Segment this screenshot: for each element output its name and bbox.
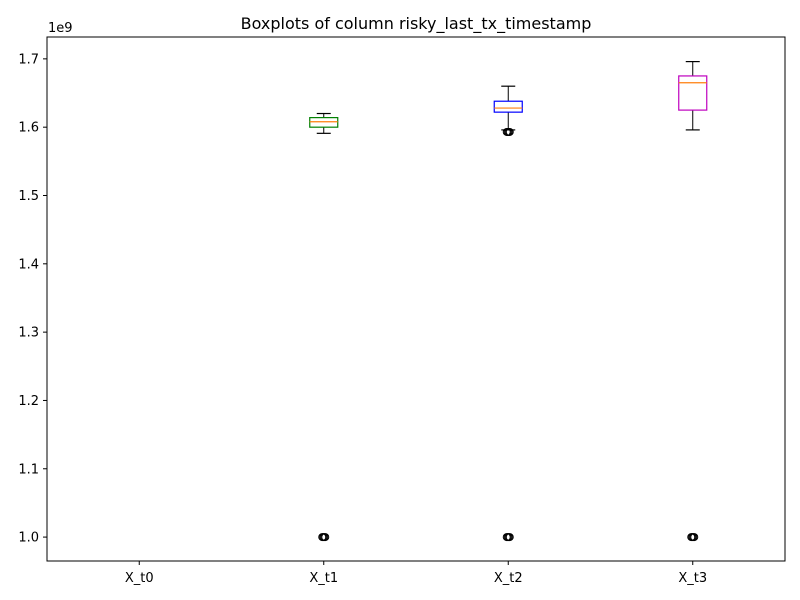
- y-tick-label: 1.6: [18, 121, 39, 136]
- y-axis-offset-label: 1e9: [48, 21, 73, 36]
- box-X_t3: [678, 75, 708, 111]
- y-tick-label: 1.0: [18, 531, 39, 546]
- plot-frame: [46, 36, 786, 562]
- box-X_t1: [309, 117, 339, 128]
- y-tick-label: 1.5: [18, 189, 39, 204]
- plot-area: 1.0 1.1 1.2 1.3 1.4 1.5 1.6 1.7 X_t0 X_t1 X_t2 X_t3: [18, 36, 786, 586]
- outlier-point: [505, 533, 514, 542]
- chart-title: Boxplots of column risky_last_tx_timesta…: [241, 14, 592, 34]
- y-tick-label: 1.7: [18, 52, 39, 67]
- x-tick-label: X_t1: [309, 571, 338, 586]
- y-tick-label: 1.4: [18, 257, 39, 272]
- box-X_t2: [493, 100, 523, 113]
- x-tick-label: X_t2: [494, 571, 523, 586]
- y-tick-label: 1.2: [18, 394, 39, 409]
- x-tick-label: X_t3: [678, 571, 707, 586]
- y-tick-label: 1.1: [18, 462, 39, 477]
- x-tick-label: X_t0: [125, 571, 154, 586]
- y-tick-label: 1.3: [18, 326, 39, 341]
- outlier-point: [690, 533, 699, 542]
- outlier-point: [505, 127, 514, 136]
- outlier-point: [321, 533, 330, 542]
